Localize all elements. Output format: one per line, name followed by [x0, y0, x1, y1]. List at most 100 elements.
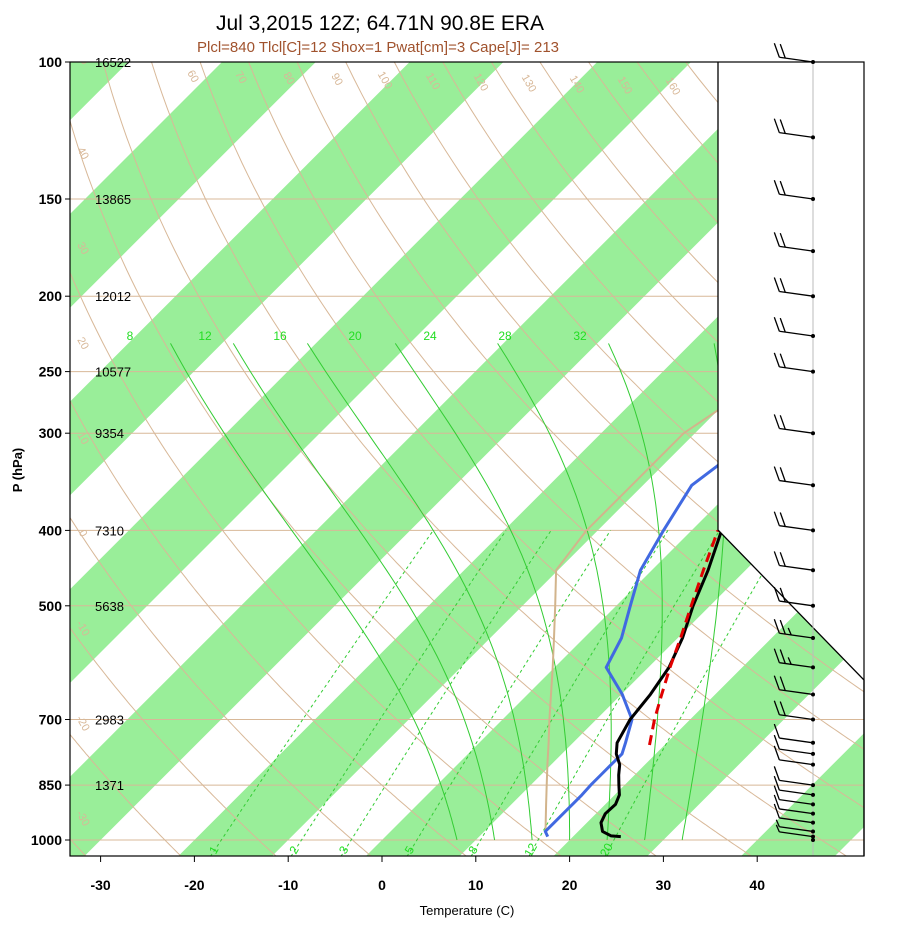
dry-adiabat-label: -20 [73, 714, 91, 734]
dry-adiabat [70, 733, 182, 856]
moist-adiabat [608, 343, 663, 841]
x-tick-label: -20 [184, 877, 204, 893]
dry-adiabat-label: 10 [74, 430, 91, 447]
pressure-axis: 100 150 200 250 300 400 500 700 850 1000 [31, 54, 70, 848]
height-label: 10577 [95, 365, 131, 380]
y-tick-label: 200 [39, 288, 63, 304]
moist-adiabat-label: 20 [348, 329, 362, 343]
dry-adiabat-label: 40 [74, 145, 91, 162]
y-axis-title: P (hPa) [10, 448, 25, 493]
wind-barb-flag [779, 467, 786, 482]
wind-barb-flag [773, 232, 780, 247]
wind-barb-flag [779, 512, 786, 527]
x-tick-label: 30 [656, 877, 672, 893]
dry-adiabat [345, 62, 864, 636]
wind-barb-flag [779, 552, 786, 567]
mixing-ratio-lines [170, 343, 788, 856]
wind-barb-flag [779, 180, 786, 196]
x-tick-label: 0 [378, 877, 386, 893]
mixing-ratio-line [406, 530, 611, 856]
y-tick-label: 400 [39, 522, 63, 538]
isotherm-band [741, 733, 864, 856]
wind-barb-flag [773, 277, 780, 292]
x-tick-label: 40 [749, 877, 765, 893]
dry-adiabat-label: 50 [74, 50, 91, 67]
dry-adiabat-label: 0 [76, 528, 89, 539]
sounding-profiles [543, 198, 864, 839]
wind-barb-half [775, 824, 780, 833]
height-label: 12012 [95, 289, 131, 304]
moist-adiabat [394, 343, 571, 840]
wind-barb [779, 759, 814, 766]
wind-barb-flag [779, 317, 786, 333]
height-label: 7310 [95, 523, 124, 538]
y-tick-label: 1000 [31, 832, 62, 848]
wind-barb [779, 799, 814, 806]
dry-adiabat-label: 130 [519, 73, 539, 95]
y-tick-label: 150 [39, 191, 63, 207]
height-label: 16522 [95, 55, 131, 70]
wind-barb-flag [773, 675, 780, 690]
mixing-ratio-line [290, 530, 507, 856]
dry-adiabat-label: 20 [74, 335, 91, 352]
dry-adiabat [393, 62, 864, 580]
dry-adiabat [70, 119, 658, 856]
y-tick-label: 850 [39, 777, 63, 793]
dry-adiabat-label: 160 [663, 76, 683, 98]
dry-adiabat-label: 30 [74, 240, 91, 257]
wind-barb-flag [773, 723, 780, 739]
dry-adiabat [296, 62, 864, 693]
barb-panel-mask [718, 62, 864, 680]
dry-adiabat [70, 627, 277, 856]
x-tick-label: 10 [468, 877, 484, 893]
height-label: 5638 [95, 599, 124, 614]
mixing-ratio-line [470, 530, 669, 856]
wind-barb-half [775, 819, 780, 827]
dry-adiabat [864, 45, 900, 857]
wind-barb-flag [773, 551, 780, 566]
y-tick-label: 300 [39, 425, 63, 441]
wind-barb-flag [773, 803, 780, 819]
dry-adiabat [248, 62, 864, 750]
plot-frame [69, 61, 865, 857]
wind-barb-flag [779, 278, 786, 293]
wind-barb [779, 831, 814, 838]
mixing-ratio-line [210, 530, 434, 856]
wind-barb-flag [773, 180, 780, 195]
isotherm-band [70, 62, 316, 308]
wind-barb-flag [773, 794, 780, 810]
wind-barb-flag [773, 511, 780, 526]
wind-barb-flag [779, 119, 786, 134]
wind-barb-flag [779, 353, 786, 368]
wind-barb-flag [779, 701, 786, 716]
wind-barb-flag [773, 734, 780, 750]
height-labels: 16522 13865 12012 10577 9354 7310 5638 2983 1371 [95, 55, 131, 793]
isotherm-band [70, 62, 692, 683]
wind-barb-flag [779, 676, 786, 691]
y-tick-label: 100 [39, 54, 63, 70]
dry-adiabat [150, 62, 848, 856]
moist-adiabat [306, 343, 533, 841]
wind-barb-flag [779, 415, 786, 430]
dry-adiabat-label: 60 [184, 68, 201, 85]
dewpoint-profile [543, 198, 864, 838]
dry-adiabat-label: 90 [328, 71, 345, 88]
moist-adiabat-label: 16 [273, 329, 287, 343]
wind-barb [779, 56, 814, 63]
height-label: 9354 [95, 426, 124, 441]
y-tick-label: 250 [39, 364, 63, 380]
moist-adiabat-label: 24 [423, 329, 437, 343]
x-axis-title: Temperature (C) [420, 903, 515, 918]
moist-adiabat [232, 343, 496, 841]
wind-barb [779, 779, 814, 786]
wind-barb-flag [779, 43, 786, 59]
wind-barb-flag [773, 700, 780, 715]
wind-barb-flag [779, 587, 786, 603]
temperature-profile [599, 321, 864, 839]
dry-adiabat [70, 399, 467, 856]
moist-adiabat-label: 32 [573, 329, 587, 343]
wind-barb [779, 817, 814, 824]
moist-adiabat-label: 28 [498, 329, 512, 343]
wind-barb [779, 826, 814, 833]
